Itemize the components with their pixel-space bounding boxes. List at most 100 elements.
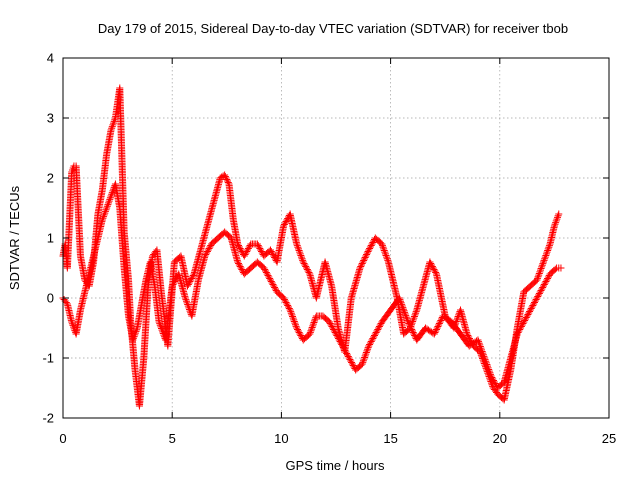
data-point: [494, 384, 502, 392]
data-marker: [367, 338, 375, 345]
data-marker: [271, 285, 279, 293]
data-marker: [185, 279, 193, 287]
data-marker: [357, 261, 365, 269]
data-marker: [364, 344, 372, 352]
data-marker: [335, 336, 343, 344]
data-marker: [169, 281, 177, 288]
data-marker: [486, 369, 494, 377]
data-point: [419, 282, 427, 290]
data-marker: [350, 363, 358, 371]
data-point: [557, 264, 565, 272]
data-marker: [527, 305, 535, 312]
data-point: [216, 174, 224, 182]
data-marker: [541, 255, 549, 263]
data-point: [474, 336, 482, 344]
data-marker: [381, 250, 389, 258]
data-marker: [490, 377, 498, 384]
data-point: [227, 234, 235, 242]
data-marker: [370, 333, 378, 341]
data-marker: [519, 320, 527, 327]
data-point: [299, 336, 307, 344]
data-point: [111, 180, 119, 188]
x-tick-label: 0: [59, 431, 66, 446]
data-marker: [534, 293, 542, 300]
data-point: [260, 252, 268, 260]
data-marker: [374, 326, 382, 333]
data-marker: [537, 287, 545, 294]
data-marker: [283, 300, 291, 308]
data-marker: [382, 251, 390, 259]
data-marker: [539, 284, 547, 291]
data-marker: [264, 272, 272, 279]
data-marker: [530, 299, 538, 306]
data-marker: [337, 339, 345, 347]
data-marker: [485, 365, 493, 373]
data-marker: [398, 300, 406, 308]
data-marker: [186, 278, 194, 285]
data-marker: [269, 281, 277, 288]
data-point: [280, 294, 288, 302]
data-point: [103, 204, 111, 212]
data-marker: [203, 248, 211, 255]
data-marker: [262, 267, 270, 275]
data-marker: [287, 308, 295, 316]
data-point: [201, 252, 209, 260]
data-marker: [269, 251, 277, 258]
data-marker: [362, 252, 370, 260]
data-marker: [554, 213, 562, 221]
data-marker: [333, 332, 341, 339]
data-point: [247, 240, 255, 248]
data-point: [387, 306, 395, 314]
data-marker: [103, 202, 111, 210]
data-point: [463, 330, 471, 338]
data-marker: [522, 314, 530, 321]
x-tick-label: 15: [383, 431, 397, 446]
data-marker: [432, 269, 440, 276]
data-marker: [542, 278, 550, 285]
data-point: [533, 294, 541, 302]
data-point: [286, 210, 294, 218]
data-marker: [131, 329, 139, 337]
data-point: [280, 222, 288, 230]
data-marker: [184, 281, 192, 288]
data-point: [365, 246, 373, 254]
data-marker: [364, 248, 372, 255]
data-point: [456, 306, 464, 314]
data-point: [546, 240, 554, 248]
data-marker: [478, 346, 486, 354]
data-point: [116, 204, 124, 212]
data-marker: [296, 250, 304, 258]
data-point: [546, 270, 554, 278]
data-marker: [554, 212, 562, 220]
data-point: [129, 336, 137, 344]
data-marker: [381, 248, 389, 256]
data-marker: [101, 207, 109, 215]
data-marker: [110, 117, 118, 125]
data-point: [487, 372, 495, 380]
data-marker: [433, 324, 441, 332]
data-marker: [306, 328, 314, 336]
data-marker: [536, 268, 544, 276]
data-marker: [62, 299, 70, 306]
data-marker: [334, 333, 342, 341]
data-marker: [540, 256, 548, 264]
data-marker: [406, 321, 414, 329]
data-marker: [432, 327, 440, 335]
data-marker: [537, 266, 545, 274]
data-marker: [368, 336, 376, 344]
data-marker: [267, 278, 275, 285]
data-marker: [405, 320, 413, 327]
data-marker: [542, 251, 550, 259]
data-point: [293, 324, 301, 332]
data-marker: [534, 274, 542, 282]
data-point: [378, 240, 386, 248]
data-marker: [224, 177, 232, 185]
data-point: [63, 264, 71, 272]
data-marker: [396, 296, 404, 304]
data-marker: [68, 320, 76, 328]
data-marker: [301, 261, 309, 269]
data-marker: [257, 248, 265, 255]
data-marker: [464, 332, 472, 339]
data-point: [131, 366, 139, 374]
data-marker: [543, 248, 551, 256]
